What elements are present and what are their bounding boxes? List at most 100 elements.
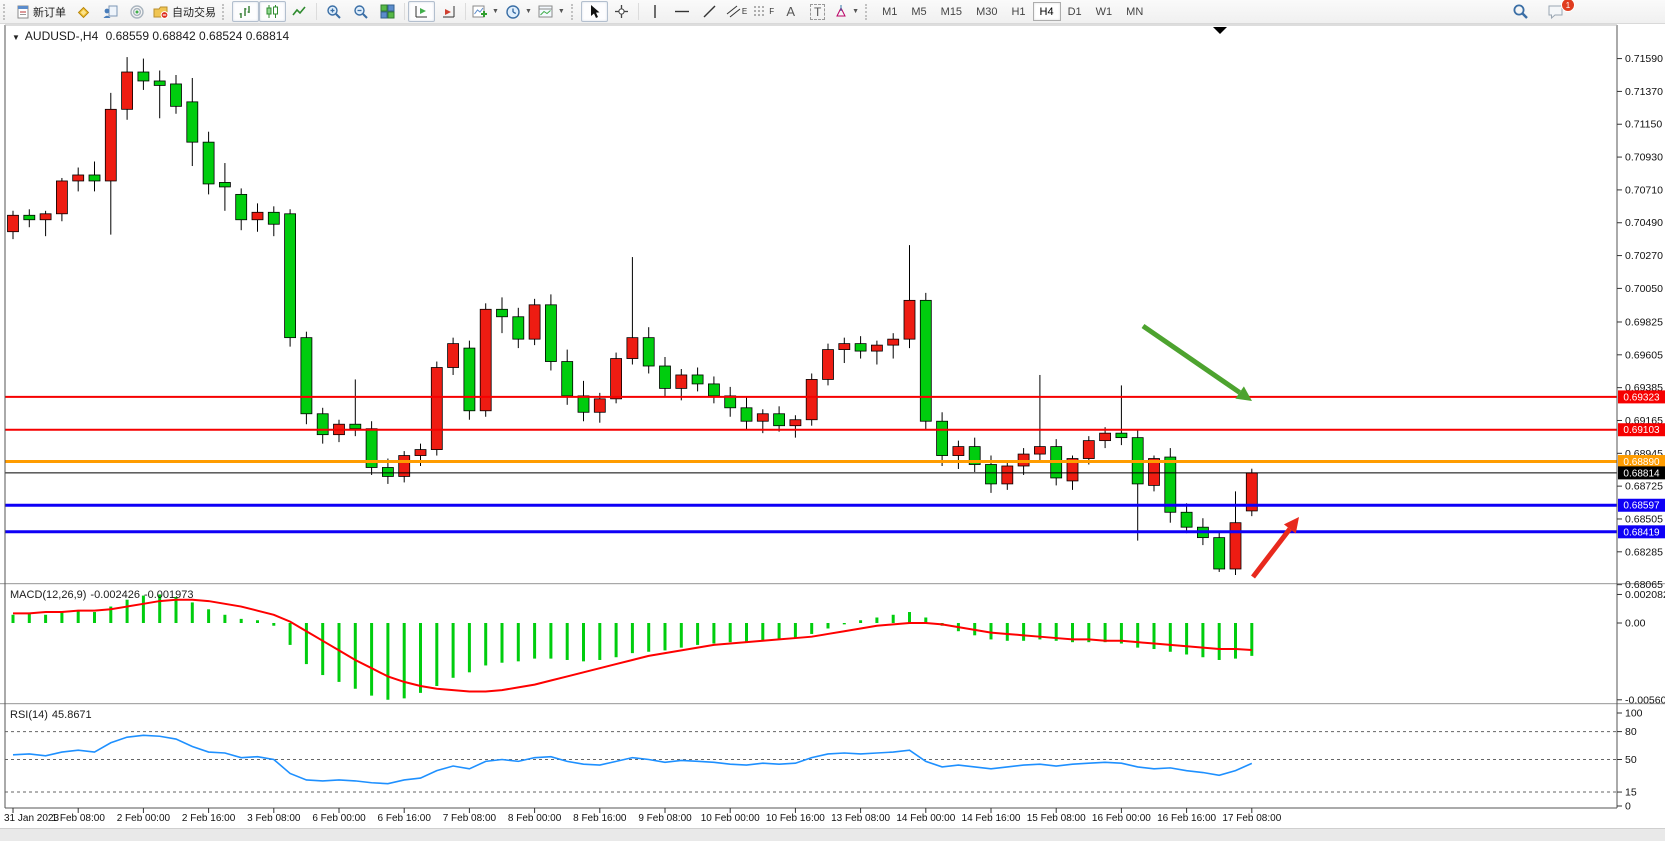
candle-up — [430, 367, 443, 450]
timeframe-H1[interactable]: H1 — [1011, 5, 1026, 18]
tile-windows-button[interactable] — [374, 1, 401, 22]
signal-button[interactable] — [123, 1, 150, 22]
timeframe-M1[interactable]: M1 — [882, 5, 898, 18]
line-chart-button[interactable] — [286, 1, 313, 22]
price-line-badge-label: 0.68814 — [1623, 468, 1660, 479]
toolbar-separator — [404, 3, 405, 20]
vertical-line-button[interactable] — [642, 1, 669, 22]
toolbar-grip[interactable] — [570, 3, 577, 20]
symbols-button[interactable] — [69, 1, 96, 22]
bearish-trend-arrow-head[interactable] — [1235, 386, 1252, 401]
zoom-out-button[interactable] — [347, 1, 374, 22]
bar-chart-button[interactable] — [232, 1, 259, 22]
macd-tick-label: 0.00 — [1625, 617, 1646, 629]
new-order-button[interactable]: 新订单 — [13, 1, 69, 22]
time-tick-label: 16 Feb 00:00 — [1092, 813, 1151, 824]
candle-down — [137, 71, 150, 82]
price-tick-label: 0.68505 — [1625, 513, 1663, 525]
timeframe-M5[interactable]: M5 — [911, 5, 927, 18]
crosshair-button[interactable] — [608, 1, 635, 22]
periods-button[interactable]: ▼ — [502, 1, 535, 22]
bullish-bounce-arrow[interactable] — [1251, 527, 1292, 579]
fibonacci-icon — [754, 6, 767, 16]
search-button[interactable] — [1507, 1, 1534, 22]
time-tick-label: 8 Feb 16:00 — [573, 813, 627, 824]
chart-shift-marker-icon[interactable] — [1213, 27, 1227, 34]
new-chart-button[interactable]: ▼ — [469, 1, 502, 22]
chart-shift-button[interactable] — [408, 1, 435, 22]
timeframe-M15[interactable]: M15 — [940, 5, 963, 18]
symbol-dropdown-icon[interactable]: ▼ — [12, 33, 20, 42]
time-tick-label: 2 Feb 00:00 — [117, 813, 171, 824]
fibonacci-button[interactable]: F — [750, 1, 777, 22]
channel-sub-label: E — [741, 7, 748, 16]
candle-down — [170, 83, 182, 107]
zoom-out-icon — [353, 4, 368, 19]
price-tick-label: 0.71150 — [1625, 119, 1662, 131]
candle-up — [7, 214, 19, 233]
timeframe-MN[interactable]: MN — [1126, 5, 1144, 18]
rsi-indicator-label: RSI(14) 45.8671 — [10, 709, 96, 721]
tile-windows-icon — [380, 4, 395, 19]
toolbar-grip[interactable] — [3, 3, 9, 20]
candle-down — [773, 413, 785, 427]
candle-up — [903, 299, 916, 340]
arrows-button[interactable]: ▼ — [831, 1, 862, 22]
pane-separator[interactable] — [0, 703, 1665, 706]
timeframe-W1[interactable]: W1 — [1095, 5, 1113, 18]
autotrading-icon — [153, 6, 169, 19]
channel-button[interactable]: E — [723, 1, 750, 22]
horizontal-line-button[interactable] — [669, 1, 696, 22]
timeframe-M30[interactable]: M30 — [976, 5, 998, 18]
window-bottom-strip — [0, 828, 1665, 841]
fibo-sub-label: F — [769, 7, 775, 16]
time-tick-label: 16 Feb 16:00 — [1157, 813, 1216, 824]
text-label-button[interactable]: T — [804, 1, 831, 22]
toolbar-grip[interactable] — [222, 3, 228, 20]
chart-title: ▼ AUDUSD-,H4 0.68559 0.68842 0.68524 0.68… — [12, 29, 293, 43]
candle-down — [463, 347, 476, 412]
timeframe-H4[interactable]: H4 — [1032, 2, 1061, 21]
bearish-trend-arrow[interactable] — [1141, 323, 1242, 395]
new-order-icon — [17, 5, 29, 18]
signal-icon — [129, 4, 144, 19]
dropdown-caret-icon: ▼ — [852, 8, 860, 15]
price-line-badge-label: 0.69323 — [1623, 392, 1660, 403]
candle-down — [577, 395, 590, 413]
timeframe-D1[interactable]: D1 — [1067, 5, 1082, 18]
candle-up — [72, 174, 85, 182]
trendline-button[interactable] — [696, 1, 723, 22]
time-tick-label: 9 Feb 08:00 — [638, 813, 692, 824]
auto-scroll-button[interactable] — [435, 1, 462, 22]
rsi-tick-label: 50 — [1625, 754, 1637, 766]
crosshair-icon — [614, 5, 628, 18]
chat-button[interactable]: 1 — [1542, 0, 1575, 22]
horizontal-line-icon — [675, 10, 690, 13]
time-tick-label: 10 Feb 16:00 — [766, 813, 825, 824]
price-tick-label: 0.69825 — [1625, 316, 1663, 328]
candle-down — [381, 467, 394, 477]
templates-button[interactable]: ▼ — [535, 1, 568, 22]
text-button[interactable]: A — [777, 1, 804, 22]
bullish-bounce-arrow-head[interactable] — [1283, 517, 1299, 534]
chart-canvas[interactable]: 0.71590 0.71370 0.71150 0.70930 0.70710 0.704… — [0, 24, 1665, 828]
data-window-button[interactable] — [96, 1, 123, 22]
candlestick-chart-icon — [266, 5, 278, 18]
rsi-line — [12, 734, 1253, 785]
rsi-value: 45.8671 — [51, 709, 92, 721]
pane-separator[interactable] — [0, 583, 1665, 586]
zoom-in-button[interactable] — [320, 1, 347, 22]
toolbar-grip[interactable] — [865, 3, 871, 20]
bar-chart-icon — [239, 6, 250, 18]
candlestick-chart-button[interactable] — [259, 1, 286, 22]
text-label-icon: T — [809, 3, 826, 20]
autotrading-button[interactable]: 自动交易 — [150, 1, 219, 22]
candle-up — [1034, 446, 1046, 455]
cursor-button[interactable] — [580, 1, 608, 22]
candle-up — [39, 213, 52, 221]
chart-window[interactable]: 0.71590 0.71370 0.71150 0.70930 0.70710 0.704… — [0, 24, 1665, 828]
time-tick-label: 17 Feb 08:00 — [1222, 813, 1281, 824]
price-tick-label: 0.70710 — [1625, 184, 1663, 196]
time-tick-label: 6 Feb 00:00 — [312, 813, 366, 824]
trendline-icon — [703, 5, 716, 18]
